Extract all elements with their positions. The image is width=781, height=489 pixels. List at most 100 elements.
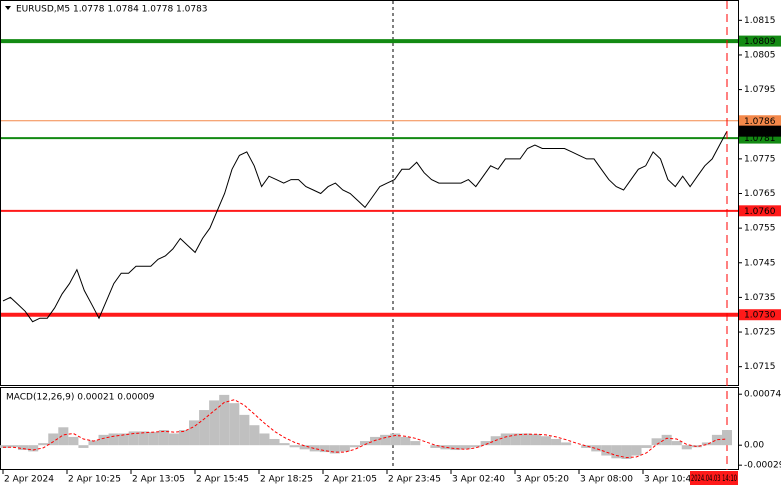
macd-bar: [390, 433, 401, 446]
x-tick-label: 2 Apr 18:25: [260, 475, 313, 485]
level-tag: 1.0781: [744, 134, 776, 144]
macd-bar: [380, 434, 391, 446]
macd-bar: [349, 445, 360, 448]
macd-bar: [631, 445, 642, 456]
level-tag-bg: [739, 35, 781, 47]
level-tag-bg: [739, 205, 781, 217]
y-tick-label: 1.0795: [744, 85, 776, 95]
title-arrow: [5, 6, 11, 10]
level-tag-bg: [739, 115, 781, 127]
macd-bar: [239, 414, 250, 446]
macd-bar: [98, 434, 109, 446]
macd-bar: [520, 433, 531, 446]
macd-title: MACD(12,26,9) 0.00021 0.00009: [6, 393, 155, 403]
macd-bar: [8, 445, 19, 448]
level-tag: 1.0786: [744, 117, 776, 127]
macd-bar: [128, 431, 139, 446]
y-tick-label: 1.0725: [744, 328, 776, 338]
macd-bar: [470, 445, 481, 448]
macd-bar: [691, 445, 702, 448]
macd-bar: [681, 445, 692, 450]
y-tick-label: 1.0755: [744, 224, 776, 234]
macd-bar: [500, 433, 511, 446]
macd-bar: [319, 445, 330, 453]
macd-bar: [108, 433, 119, 446]
macd-bar: [611, 445, 622, 459]
y-tick-label: 1.0775: [744, 154, 776, 164]
macd-bar: [279, 443, 290, 446]
macd-bar: [400, 436, 411, 446]
cursor-time: 2024.04.03 14:10: [691, 474, 737, 484]
macd-bar: [299, 445, 310, 450]
signal-line: [3, 399, 728, 459]
cursor-time-bg: [690, 471, 738, 485]
macd-bar: [711, 434, 722, 446]
x-tick-label: 3 Apr 02:40: [452, 475, 505, 485]
macd-bar: [480, 441, 491, 446]
macd-bar: [269, 438, 280, 446]
x-tick-label: 2 Apr 23:45: [388, 475, 441, 485]
macd-bar: [68, 436, 79, 446]
macd-bar: [561, 442, 572, 446]
macd-bar: [540, 436, 552, 446]
y-tick-label: 1.0815: [744, 16, 776, 26]
macd-bar: [370, 436, 381, 446]
x-tick-label: 3 Apr 10:4: [644, 475, 692, 485]
macd-bar: [289, 445, 300, 448]
level-tag-bg: [739, 309, 781, 321]
macd-bar: [601, 445, 612, 456]
y-tick-label: 1.0765: [744, 189, 776, 199]
macd-bar: [359, 441, 371, 446]
macd-bar: [701, 442, 712, 446]
main-panel: [0, 0, 739, 386]
y-tick-label: 1.0745: [744, 258, 776, 268]
current-price-tag: 1.0783: [744, 127, 776, 137]
x-tick-label: 2 Apr 10:25: [68, 475, 121, 485]
x-tick-label: 2 Apr 2024: [4, 475, 54, 485]
macd-bar: [219, 394, 230, 446]
macd-bar: [199, 410, 210, 446]
macd-bar: [460, 445, 471, 450]
macd-bar: [78, 445, 89, 448]
x-tick-label: 2 Apr 15:45: [196, 475, 249, 485]
macd-bar: [168, 433, 179, 446]
macd-bar: [671, 441, 682, 446]
level-tag: 1.0730: [744, 311, 776, 321]
macd-bar: [551, 438, 562, 446]
level-tag: 1.0760: [744, 207, 776, 217]
macd-bar: [178, 430, 190, 446]
macd-bar: [530, 434, 541, 446]
macd-bar: [249, 425, 260, 446]
macd-bar: [450, 445, 461, 451]
macd-bar: [721, 430, 733, 446]
y-tick-label: 0.00074: [744, 390, 781, 400]
macd-bar: [209, 400, 220, 446]
level-tag: 1.0809: [744, 37, 776, 47]
macd-bar: [309, 445, 320, 452]
macd-bar: [339, 445, 350, 452]
macd-bar: [48, 433, 59, 446]
macd-bar: [581, 445, 592, 448]
macd-bar: [651, 438, 662, 446]
macd-bar: [661, 434, 672, 446]
macd-bar: [621, 445, 632, 459]
macd-bar: [259, 433, 270, 446]
macd-bar: [229, 403, 240, 446]
chart-title: EURUSD,M5 1.0778 1.0784 1.0778 1.0783: [16, 5, 208, 15]
macd-bar: [18, 445, 29, 451]
macd-bar: [0, 445, 9, 448]
macd-bar: [410, 441, 421, 446]
macd-bar: [148, 432, 159, 446]
level-tag-bg: [739, 132, 781, 144]
macd-bar: [38, 443, 49, 446]
macd-bar: [440, 445, 451, 450]
macd-bar: [28, 445, 39, 452]
macd-bar: [510, 433, 521, 446]
y-tick-label: 1.0735: [744, 293, 776, 303]
macd-bar: [430, 445, 441, 448]
macd-bar: [138, 431, 149, 446]
y-tick-label: -0.00029: [744, 461, 781, 471]
macd-bar: [189, 420, 200, 446]
